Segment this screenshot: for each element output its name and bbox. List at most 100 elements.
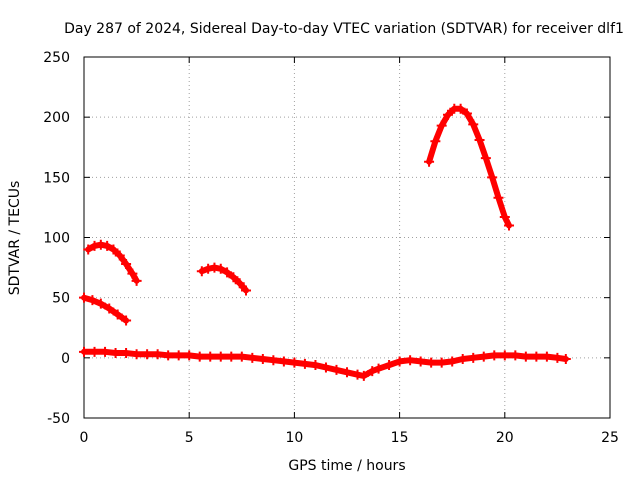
y-tick-label: 100 [43, 231, 70, 247]
data-point [205, 351, 216, 362]
data-point [173, 350, 184, 361]
data-point [222, 267, 233, 278]
data-point [455, 103, 466, 114]
data-point [552, 352, 563, 363]
data-point [203, 263, 214, 274]
data-point [142, 349, 153, 360]
data-point [426, 357, 437, 368]
data-point [447, 356, 458, 367]
y-tick-label: 250 [43, 50, 70, 66]
y-tick-label: 0 [61, 351, 70, 367]
data-point [442, 109, 453, 120]
data-point [114, 250, 125, 261]
data-point [83, 244, 94, 255]
data-point [89, 240, 100, 251]
data-point [499, 212, 510, 223]
data-point [228, 272, 239, 283]
data-point [95, 239, 106, 250]
data-point [468, 352, 479, 363]
data-point [358, 370, 369, 381]
data-point [342, 367, 352, 378]
series-arc-3 [196, 262, 252, 296]
data-point [468, 119, 479, 130]
data-point [234, 278, 245, 289]
x-tick-label: 25 [601, 430, 619, 446]
data-point [112, 309, 123, 320]
data-point [184, 350, 195, 361]
x-tick-label: 20 [496, 430, 514, 446]
y-tick-label: 200 [43, 110, 70, 126]
data-point [560, 354, 571, 365]
series-baseline [79, 346, 571, 381]
data-point [108, 244, 119, 255]
data-point [493, 192, 504, 203]
data-point [520, 351, 531, 362]
y-axis-label: SDTVAR / TECUs [7, 181, 23, 296]
data-point [100, 346, 111, 357]
data-point [331, 364, 342, 375]
series-arc-4 [424, 103, 515, 231]
series-layer [79, 103, 571, 381]
y-tick-label: 150 [43, 170, 70, 186]
data-point [79, 292, 89, 303]
data-point [415, 356, 426, 367]
data-point [196, 266, 207, 277]
grid-layer [84, 57, 610, 418]
data-point [436, 120, 447, 131]
data-point [299, 358, 310, 369]
data-point [352, 369, 363, 380]
data-point [163, 350, 174, 361]
ticks-layer: 0 5 10 15 20 25 -50 0 50 100 150 200 250 [43, 50, 619, 446]
data-point [320, 362, 331, 373]
chart-title: Day 287 of 2024, Sidereal Day-to-day VTE… [64, 21, 624, 37]
x-tick-label: 5 [185, 430, 194, 446]
data-point [384, 360, 395, 371]
data-point [474, 135, 485, 146]
data-point [436, 357, 447, 368]
data-point [487, 172, 498, 183]
data-point [405, 355, 416, 366]
series-line [426, 105, 512, 229]
data-point [104, 303, 115, 314]
data-point [499, 350, 510, 361]
data-point [121, 258, 132, 269]
data-point [394, 356, 405, 367]
data-point [226, 351, 237, 362]
data-point [247, 352, 258, 363]
series-arc-2 [83, 239, 142, 286]
data-point [241, 285, 252, 296]
data-point [152, 349, 163, 360]
x-tick-label: 10 [285, 430, 303, 446]
data-point [373, 363, 384, 374]
data-point [110, 348, 121, 359]
data-point [131, 349, 142, 360]
series-arc-1 [79, 292, 132, 326]
data-point [215, 263, 226, 274]
data-point [121, 348, 132, 359]
x-tick-label: 15 [391, 430, 409, 446]
data-point [510, 350, 521, 361]
data-point [489, 350, 500, 361]
plot-frame [83, 56, 611, 419]
data-point [278, 356, 289, 367]
data-point [257, 354, 268, 365]
data-point [310, 360, 321, 371]
data-point [424, 156, 435, 167]
data-point [367, 366, 378, 377]
data-point [209, 262, 220, 273]
data-point [268, 355, 279, 366]
data-point [461, 108, 472, 119]
data-point [95, 298, 106, 309]
data-point [194, 351, 205, 362]
data-point [87, 295, 98, 306]
data-point [531, 351, 542, 362]
data-point [131, 275, 142, 286]
x-tick-label: 0 [80, 430, 89, 446]
data-point [127, 268, 138, 279]
data-point [79, 346, 89, 357]
data-point [289, 357, 300, 368]
y-tick-label: 50 [52, 291, 70, 307]
data-point [215, 351, 226, 362]
data-point [236, 351, 247, 362]
